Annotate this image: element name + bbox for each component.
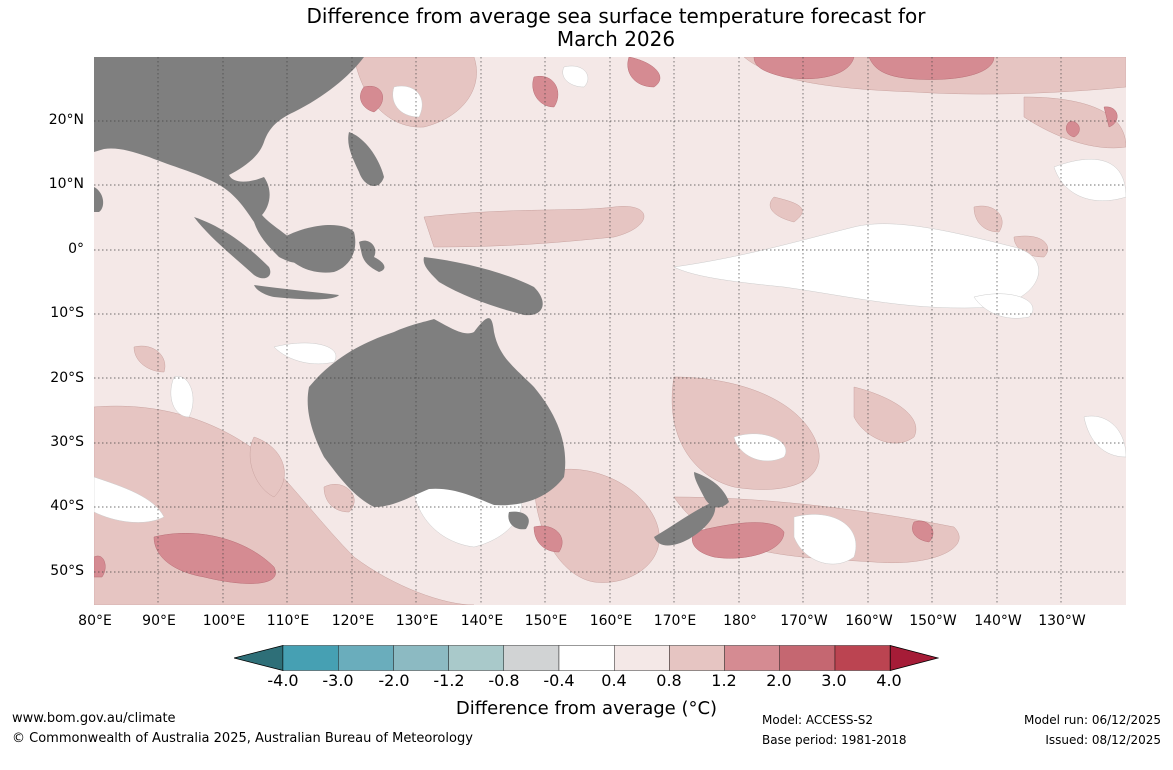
- land-australia: [307, 318, 566, 507]
- colorbar-tick: 4.0: [876, 671, 902, 690]
- colorbar-swatches: [234, 645, 939, 671]
- lat-label-20s: 20°S: [50, 370, 84, 386]
- lon-label-120e: 120°E: [331, 613, 375, 629]
- colorbar-swatch: [337, 645, 394, 671]
- colorbar-tick: -4.0: [267, 671, 299, 690]
- colorbar-extend-high: [889, 645, 939, 671]
- colorbar-tick: 0.4: [601, 671, 627, 690]
- land-asia: [94, 57, 364, 263]
- lon-label-150e: 150°E: [524, 613, 568, 629]
- lon-label-180: 180°: [723, 613, 757, 629]
- land-sulawesi: [359, 240, 385, 272]
- lat-label-50s: 50°S: [50, 563, 84, 579]
- anomaly-1p2-2p0-regions: [94, 57, 1118, 584]
- map-canvas: [94, 57, 1126, 605]
- footer-issued: Issued: 08/12/2025: [1045, 733, 1161, 747]
- land-tasmania: [508, 511, 529, 530]
- lon-label-140e: 140°E: [460, 613, 504, 629]
- colorbar-swatch: [614, 645, 670, 671]
- land-india-tip: [94, 187, 104, 212]
- title-line-2: March 2026: [556, 27, 676, 51]
- colorbar-swatch: [779, 645, 836, 671]
- lon-label-140w: 140°W: [974, 613, 1022, 629]
- footer-base-period: Base period: 1981-2018: [762, 733, 907, 747]
- colorbar-swatch: [558, 645, 615, 671]
- colorbar-swatch: [724, 645, 781, 671]
- lon-label-130w: 130°W: [1038, 613, 1086, 629]
- sst-anomaly-map: [94, 57, 1126, 605]
- colorbar-swatch: [503, 645, 560, 671]
- land-new-guinea: [423, 257, 543, 316]
- landmasses: [94, 57, 729, 546]
- title-line-1: Difference from average sea surface temp…: [306, 4, 926, 28]
- colorbar-swatch: [393, 645, 449, 671]
- lon-label-160w: 160°W: [845, 613, 893, 629]
- land-borneo: [284, 225, 356, 273]
- colorbar-tick: 3.0: [821, 671, 847, 690]
- lat-label-20n: 20°N: [48, 112, 84, 128]
- land-java: [254, 285, 339, 300]
- colorbar-tick: 0.8: [656, 671, 682, 690]
- lat-label-30s: 30°S: [50, 434, 84, 450]
- lon-label-110e: 110°E: [266, 613, 310, 629]
- lon-label-170w: 170°W: [780, 613, 828, 629]
- lon-label-90e: 90°E: [142, 613, 176, 629]
- lat-label-0: 0°: [68, 241, 84, 257]
- land-nz-south: [654, 502, 716, 546]
- lon-label-160e: 160°E: [589, 613, 633, 629]
- footer-website: www.bom.gov.au/climate: [12, 711, 176, 726]
- land-philippines: [348, 132, 384, 187]
- colorbar-tick: -2.0: [378, 671, 410, 690]
- lon-label-100e: 100°E: [202, 613, 246, 629]
- footer-model-run: Model run: 06/12/2025: [1023, 713, 1161, 727]
- chart-title: Difference from average sea surface temp…: [0, 5, 1173, 51]
- colorbar-extend-low: [234, 645, 284, 671]
- land-sumatra: [194, 217, 271, 279]
- colorbar-label: Difference from average (°C): [455, 698, 718, 719]
- colorbar-swatch: [834, 645, 891, 671]
- colorbar-tick: 1.2: [711, 671, 737, 690]
- lat-label-40s: 40°S: [50, 498, 84, 514]
- colorbar-tick: -3.0: [322, 671, 354, 690]
- lat-label-10n: 10°N: [48, 176, 84, 192]
- colorbar-swatch: [669, 645, 725, 671]
- colorbar-swatch: [448, 645, 505, 671]
- colorbar-tick: -1.2: [433, 671, 465, 690]
- lon-label-80e: 80°E: [78, 613, 112, 629]
- land-nz-north: [694, 472, 729, 508]
- lon-label-170e: 170°E: [653, 613, 697, 629]
- lon-label-150w: 150°W: [909, 613, 957, 629]
- footer-model: Model: ACCESS-S2: [762, 713, 874, 727]
- colorbar-tick: 2.0: [766, 671, 792, 690]
- lon-label-130e: 130°E: [395, 613, 439, 629]
- graticule: [94, 57, 1126, 605]
- colorbar-tick: -0.4: [543, 671, 575, 690]
- colorbar-swatch: [282, 645, 339, 671]
- lat-label-10s: 10°S: [50, 305, 84, 321]
- footer-copyright: © Commonwealth of Australia 2025, Austra…: [12, 731, 473, 746]
- colorbar-tick: -0.8: [488, 671, 520, 690]
- colorbar: [234, 645, 939, 671]
